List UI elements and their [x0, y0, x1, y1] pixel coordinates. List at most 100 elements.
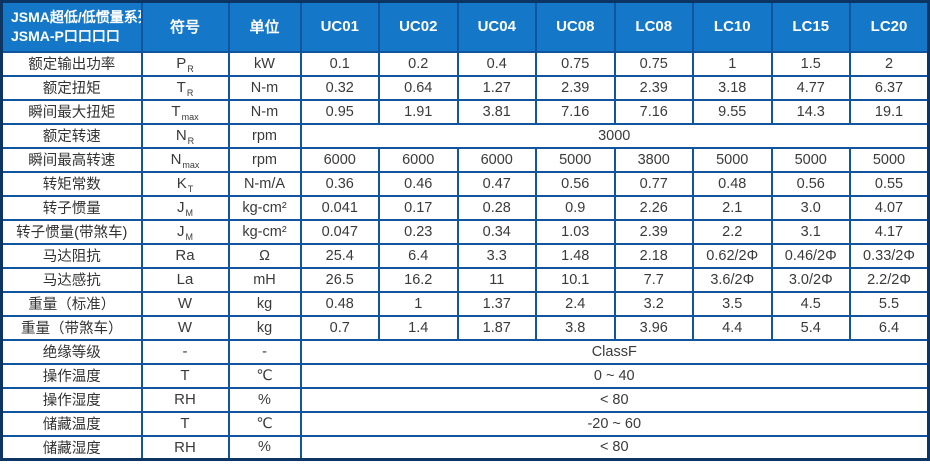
merged-value-cell: < 80	[299, 434, 930, 461]
unit-cell: kW	[227, 50, 302, 77]
value-cell: 1.48	[535, 242, 616, 269]
value-cell: 3.8	[535, 314, 616, 341]
model-column-header: LC08	[613, 0, 694, 53]
series-title-line1: JSMA超低/低惯量系列	[11, 8, 142, 25]
value-cell: 0.48	[692, 170, 773, 197]
symbol-cell: W	[140, 314, 230, 341]
value-cell: 2	[849, 50, 930, 77]
symbol-main: W	[177, 295, 193, 312]
symbol-subscript: R	[186, 88, 194, 98]
value-cell: 5000	[692, 146, 773, 173]
symbol-main: La	[176, 271, 194, 288]
table-row: 操作湿度 RH% < 80	[0, 386, 930, 413]
symbol-main: RH	[174, 391, 196, 408]
row-label: 额定扭矩	[0, 74, 143, 101]
merged-value-cell: -20 ~ 60	[299, 410, 930, 437]
row-label: 转子惯量	[0, 194, 143, 221]
value-cell: 25.4	[299, 242, 380, 269]
unit-cell: rpm	[227, 122, 302, 149]
table-row: 转子惯量(带煞车) JM kg-cm² 0.047 0.23 0.34 1.03 2.39 2.…	[0, 218, 930, 245]
symbol-cell: RH	[140, 386, 230, 413]
table-row: 额定扭矩 TR N-m 0.32 0.64 1.27 2.39 2.39 3.18 4.77 6.3…	[0, 74, 930, 101]
value-cell: 0.62/2Φ	[692, 242, 773, 269]
table-row: 储藏湿度 RH% < 80	[0, 434, 930, 461]
merged-value-cell: 3000	[299, 122, 930, 149]
table-row: 马达阻抗 Ra Ω 25.4 6.4 3.3 1.48 2.18 0.62/2Φ 0.46/2Φ 0…	[0, 242, 930, 269]
model-column-header: LC15	[770, 0, 851, 53]
row-label: 储藏温度	[0, 410, 143, 437]
value-cell: 1.87	[456, 314, 537, 341]
value-cell: 4.5	[770, 290, 851, 317]
value-cell: 0.46	[378, 170, 459, 197]
value-cell: 0.7	[299, 314, 380, 341]
symbol-cell: T	[140, 362, 230, 389]
value-cell: 6000	[299, 146, 380, 173]
value-cell: 0.23	[378, 218, 459, 245]
merged-value-cell: < 80	[299, 386, 930, 413]
row-label: 瞬间最高转速	[0, 146, 143, 173]
value-cell: 5.5	[849, 290, 930, 317]
row-label: 储藏湿度	[0, 434, 143, 461]
header-row: JSMA超低/低惯量系列 JSMA-P口口口口 符号 单位 UC01 UC02 UC…	[0, 0, 930, 53]
value-cell: 2.26	[613, 194, 694, 221]
value-cell: 0.47	[456, 170, 537, 197]
symbol-main: T	[180, 367, 190, 384]
value-cell: 3.18	[692, 74, 773, 101]
value-cell: 1.4	[378, 314, 459, 341]
symbol-cell: Tmax	[140, 98, 230, 125]
model-column-header: LC20	[849, 0, 930, 53]
row-label: 转子惯量(带煞车)	[0, 218, 143, 245]
symbol-main: T	[180, 415, 190, 432]
symbol-main: P	[176, 55, 187, 72]
value-cell: 3800	[613, 146, 694, 173]
unit-cell: kg	[227, 290, 302, 317]
unit-cell: N-m	[227, 98, 302, 125]
symbol-cell: JM	[140, 194, 230, 221]
unit-cell: kg	[227, 314, 302, 341]
table-row: 储藏温度 T ℃ -20 ~ 60	[0, 410, 930, 437]
value-cell: 14.3	[770, 98, 851, 125]
value-cell: 5000	[849, 146, 930, 173]
series-title: JSMA超低/低惯量系列 JSMA-P口口口口	[0, 0, 143, 53]
value-cell: 6.37	[849, 74, 930, 101]
value-cell: 3.0/2Φ	[770, 266, 851, 293]
value-cell: 0.047	[299, 218, 380, 245]
value-cell: 0.041	[299, 194, 380, 221]
unit-cell: mH	[227, 266, 302, 293]
value-cell: 3.5	[692, 290, 773, 317]
value-cell: 16.2	[378, 266, 459, 293]
value-cell: 0.34	[456, 218, 537, 245]
row-label: 重量（标准）	[0, 290, 143, 317]
value-cell: 0.75	[535, 50, 616, 77]
value-cell: 1.03	[535, 218, 616, 245]
unit-cell: Ω	[227, 242, 302, 269]
value-cell: 0.9	[535, 194, 616, 221]
model-column-header: LC10	[692, 0, 773, 53]
table-row: 额定输出功率 PR kW 0.1 0.2 0.4 0.75 0.75 1 1.5 2	[0, 50, 930, 77]
model-column-header: UC01	[299, 0, 380, 53]
merged-value-cell: 0 ~ 40	[299, 362, 930, 389]
value-cell: 0.36	[299, 170, 380, 197]
symbol-cell: Ra	[140, 242, 230, 269]
value-cell: 1.27	[456, 74, 537, 101]
unit-column-header: 单位	[227, 0, 302, 53]
symbol-cell: NR	[140, 122, 230, 149]
value-cell: 0.1	[299, 50, 380, 77]
unit-cell: %	[227, 386, 302, 413]
unit-cell: kg-cm²	[227, 194, 302, 221]
value-cell: 0.64	[378, 74, 459, 101]
value-cell: 0.2	[378, 50, 459, 77]
value-cell: 2.39	[613, 74, 694, 101]
row-label: 马达感抗	[0, 266, 143, 293]
symbol-cell: RH	[140, 434, 230, 461]
model-column-header: UC04	[456, 0, 537, 53]
symbol-cell: PR	[140, 50, 230, 77]
table-row: 额定转速 NR rpm 3000	[0, 122, 930, 149]
table-row: 操作温度 T ℃ 0 ~ 40	[0, 362, 930, 389]
value-cell: 1	[692, 50, 773, 77]
model-column-header: UC08	[535, 0, 616, 53]
row-label: 转矩常数	[0, 170, 143, 197]
value-cell: 4.77	[770, 74, 851, 101]
value-cell: 0.95	[299, 98, 380, 125]
